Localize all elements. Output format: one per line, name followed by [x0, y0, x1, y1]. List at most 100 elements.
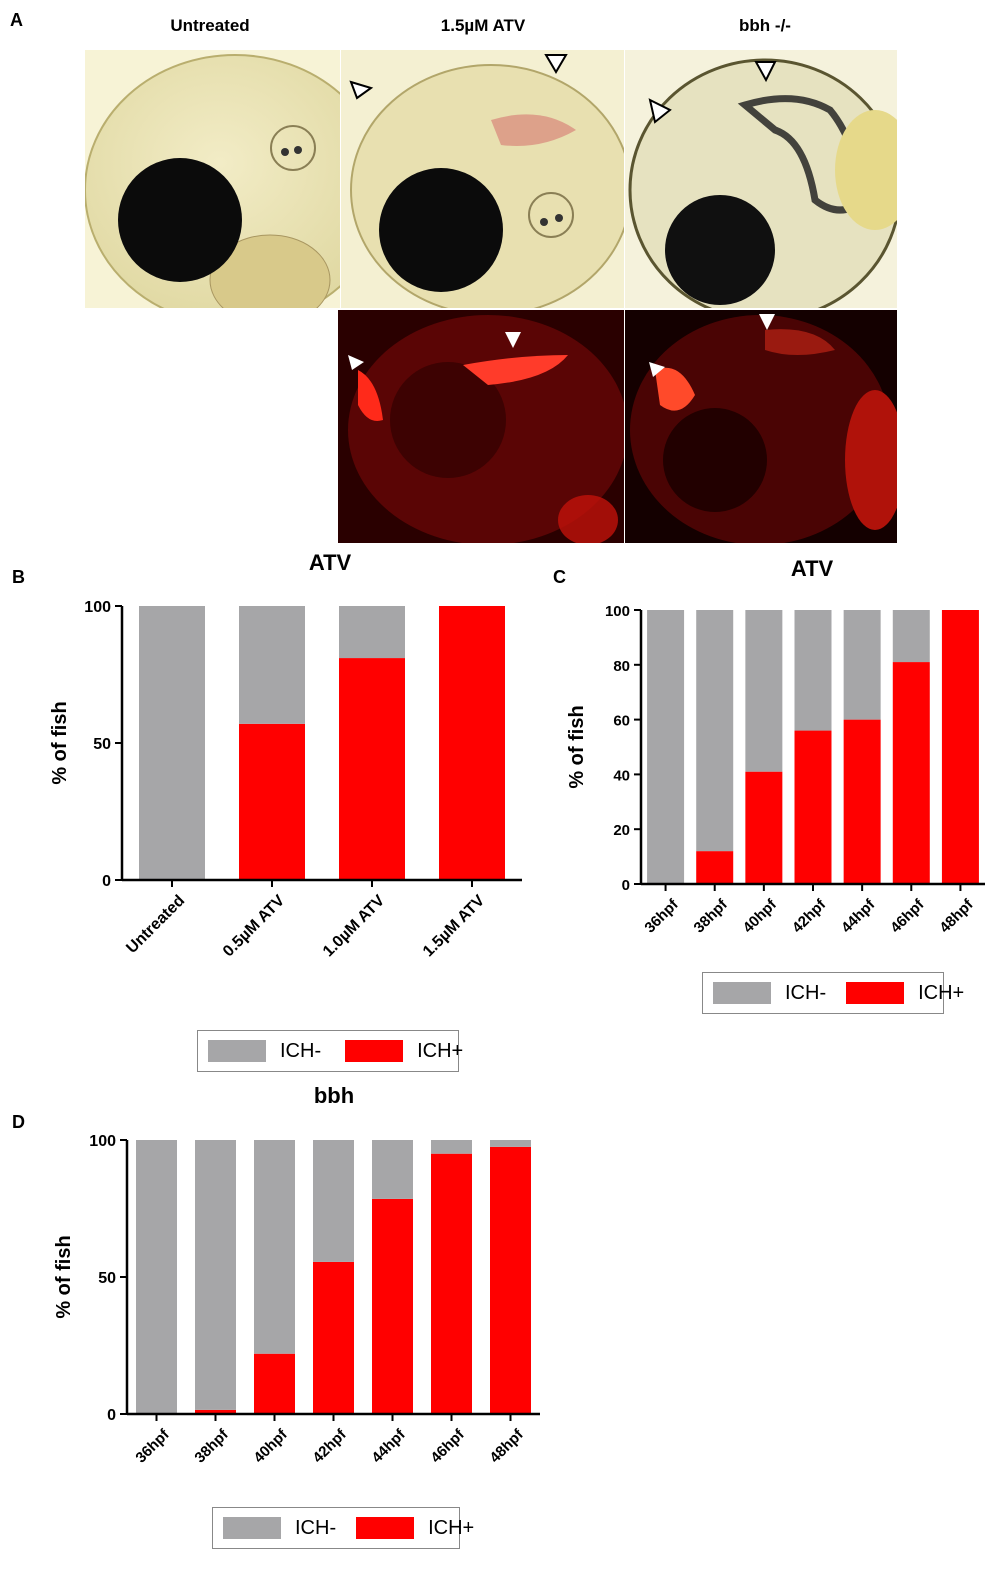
- legend-item-ich-plus: ICH+: [836, 982, 964, 1005]
- arrowhead-icon: [648, 98, 672, 124]
- chart-c-plot: 36hpf 38hpf 40hpf 42hpf 44hpf 46hpf 48hpf 0 20 40…: [566, 603, 985, 936]
- bar-ich-plus: [941, 610, 979, 884]
- bar-ich-minus: [139, 606, 205, 880]
- bar-ich-plus: [892, 662, 930, 884]
- brightfield-untreated-image: [85, 50, 340, 308]
- chart-b-legend: ICH- ICH+: [197, 1030, 463, 1072]
- x-tick-label: 40hpf: [250, 1425, 291, 1466]
- column-title-untreated: Untreated: [170, 16, 250, 35]
- bar-ich-minus: [239, 606, 305, 724]
- y-tick-label: 100: [89, 1133, 116, 1150]
- legend-label-ich-plus: ICH+: [428, 1516, 475, 1539]
- legend-label-ich-plus: ICH+: [918, 981, 965, 1004]
- panel-d-letter: D: [12, 1112, 25, 1132]
- x-tick-label: 44hpf: [368, 1425, 409, 1466]
- x-tick-label: 0.5µM ATV: [220, 892, 288, 960]
- chart-b-plot: Untreated 0.5µM ATV 1.0µM ATV 1.5µM ATV 0 50 1…: [49, 599, 522, 960]
- legend-label-ich-minus: ICH-: [785, 981, 827, 1004]
- bar-ich-plus: [490, 1146, 531, 1414]
- y-tick-label: 60: [613, 713, 630, 730]
- legend-swatch-ich-minus: [223, 1517, 281, 1539]
- brightfield-bbh-image: [625, 50, 897, 308]
- x-tick-label: 42hpf: [309, 1425, 350, 1466]
- bar-ich-plus: [313, 1261, 354, 1414]
- chart-d-title: bbh: [313, 1083, 355, 1108]
- legend-item-ich-minus: ICH-: [703, 982, 826, 1005]
- bar-ich-minus: [195, 1140, 236, 1410]
- x-tick-label: 38hpf: [191, 1425, 232, 1466]
- bar-ich-minus: [745, 610, 783, 772]
- legend-item-ich-minus: ICH-: [198, 1040, 321, 1063]
- y-tick-label: 80: [613, 658, 630, 675]
- bar-ich-plus: [794, 730, 832, 884]
- legend-item-ich-plus: ICH+: [346, 1517, 474, 1540]
- legend-item-ich-plus: ICH+: [335, 1040, 463, 1063]
- legend-item-ich-minus: ICH-: [213, 1517, 336, 1540]
- bar-ich-minus: [372, 1140, 413, 1199]
- y-axis-label: % of fish: [566, 705, 588, 788]
- x-tick-label: Untreated: [123, 892, 188, 957]
- bar-ich-minus: [696, 610, 734, 852]
- legend-label-ich-minus: ICH-: [295, 1516, 337, 1539]
- arrowhead-icon: [759, 314, 775, 330]
- chart-c-legend: ICH- ICH+: [702, 972, 964, 1014]
- bar-ich-plus: [843, 719, 881, 884]
- x-tick-label: 48hpf: [486, 1425, 527, 1466]
- arrowhead-icon: [348, 355, 364, 370]
- y-tick-label: 100: [84, 599, 111, 616]
- y-axis-label: % of fish: [53, 1235, 75, 1318]
- arrowhead-icon: [544, 54, 568, 74]
- bar-ich-plus: [745, 771, 783, 884]
- y-axis-label: % of fish: [49, 701, 71, 784]
- brightfield-atv-image: [341, 50, 624, 308]
- bar-ich-minus: [490, 1140, 531, 1147]
- bar-ich-minus: [254, 1140, 295, 1354]
- x-tick-label: 1.0µM ATV: [320, 892, 388, 960]
- arrowhead-icon: [349, 80, 374, 100]
- bar-ich-plus: [339, 658, 405, 880]
- x-tick-label: 36hpf: [132, 1425, 173, 1466]
- bar-ich-minus: [136, 1140, 177, 1414]
- y-tick-label: 50: [98, 1270, 116, 1287]
- x-tick-label: 38hpf: [691, 895, 732, 936]
- bar-ich-minus: [647, 610, 685, 884]
- bar-ich-minus: [313, 1140, 354, 1262]
- legend-swatch-ich-plus: [846, 982, 905, 1004]
- column-title-atv: 1.5µM ATV: [440, 16, 526, 35]
- chart-c-title: ATV: [790, 556, 834, 581]
- bar-ich-plus: [195, 1409, 236, 1414]
- arrowhead-icon: [505, 332, 521, 348]
- legend-swatch-ich-plus: [345, 1040, 404, 1062]
- chart-d-legend: ICH- ICH+: [212, 1507, 474, 1549]
- x-tick-label: 44hpf: [838, 895, 879, 936]
- x-tick-label: 48hpf: [936, 895, 977, 936]
- bar-ich-plus: [239, 723, 305, 880]
- bar-ich-plus: [439, 606, 505, 880]
- legend-swatch-ich-minus: [208, 1040, 266, 1062]
- bar-ich-minus: [843, 610, 881, 720]
- y-tick-label: 40: [613, 767, 630, 784]
- y-tick-label: 0: [102, 873, 111, 890]
- x-tick-label: 40hpf: [740, 895, 781, 936]
- chart-d-plot: 36hpf 38hpf 40hpf 42hpf 44hpf 46hpf 48hpf 0 50 10…: [53, 1133, 540, 1466]
- fluorescence-atv-image: [338, 310, 624, 543]
- chart-b-title: ATV: [308, 550, 352, 575]
- bar-ich-minus: [794, 610, 832, 731]
- bar-ich-minus: [892, 610, 930, 663]
- panel-a-letter: A: [10, 10, 23, 30]
- y-tick-label: 0: [107, 1407, 116, 1424]
- panel-c-letter: C: [553, 567, 566, 587]
- x-tick-label: 36hpf: [641, 895, 682, 936]
- y-tick-label: 0: [622, 877, 630, 894]
- x-tick-label: 46hpf: [427, 1425, 468, 1466]
- legend-swatch-ich-minus: [713, 982, 771, 1004]
- fluorescence-bbh-image: [625, 310, 897, 543]
- legend-label-ich-plus: ICH+: [417, 1039, 464, 1062]
- legend-swatch-ich-plus: [356, 1517, 415, 1539]
- x-tick-label: 46hpf: [887, 895, 928, 936]
- bar-ich-plus: [431, 1153, 472, 1414]
- column-title-bbh: bbh -/-: [739, 16, 791, 35]
- legend-label-ich-minus: ICH-: [280, 1039, 322, 1062]
- arrowhead-icon: [649, 362, 665, 377]
- bar-ich-plus: [372, 1198, 413, 1414]
